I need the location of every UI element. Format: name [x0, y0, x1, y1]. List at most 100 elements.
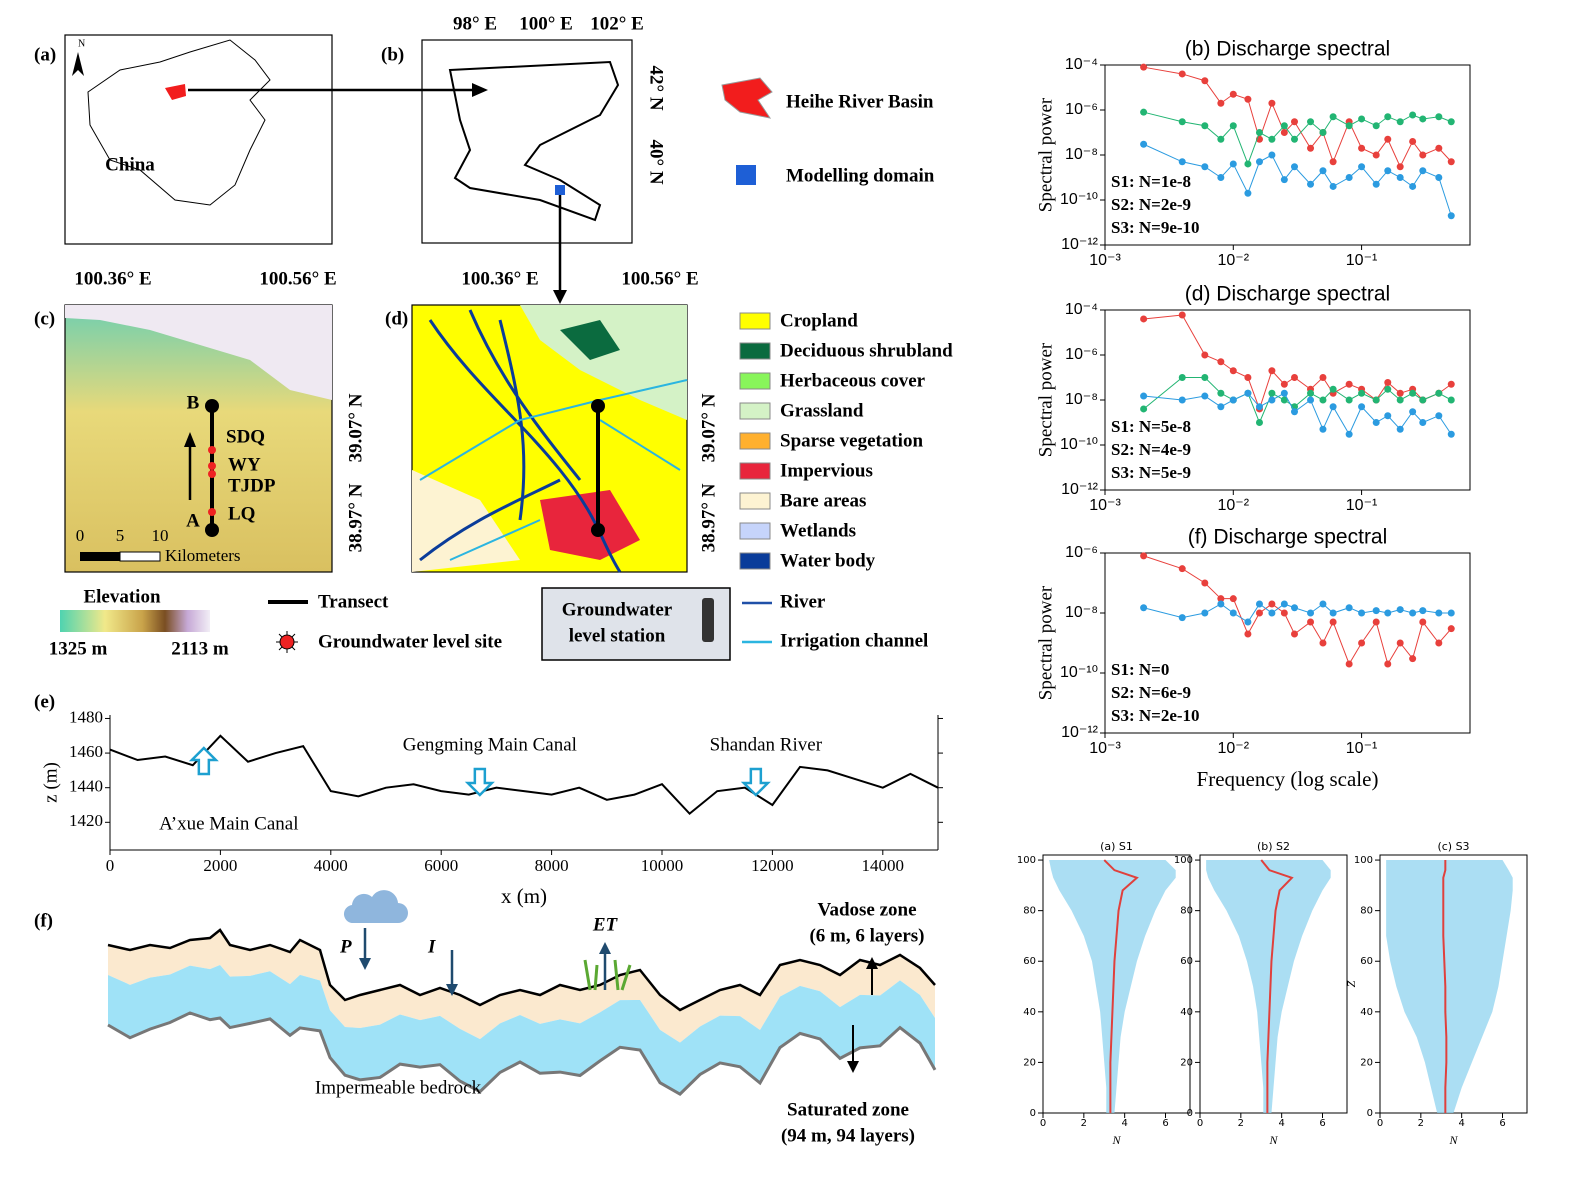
y-tick-label: 10⁻¹²: [1061, 236, 1099, 253]
grassland-area: [520, 305, 687, 420]
data-point: [1217, 174, 1225, 181]
data-point: [1244, 160, 1252, 168]
data-point: [1372, 396, 1380, 404]
data-point: [1409, 111, 1417, 119]
transect-end: [591, 399, 605, 413]
domain-marker: [555, 185, 565, 195]
bedrock-label: Impermeable bedrock: [315, 1077, 482, 1098]
flux-arrow-head: [446, 984, 458, 996]
data-point: [1419, 419, 1427, 426]
scale-label: 5: [116, 526, 125, 545]
x-tick-label: 10⁻²: [1218, 252, 1250, 269]
saturated-layer: [108, 964, 935, 1095]
y-tick-label: 40: [1360, 1007, 1373, 1018]
data-point: [1447, 625, 1455, 633]
data-point: [1140, 108, 1148, 116]
data-point: [1178, 311, 1186, 319]
y-tick-label: 10⁻¹⁰: [1060, 436, 1098, 453]
data-point: [1372, 618, 1380, 626]
data-point: [1291, 374, 1299, 381]
flux-label: ET: [592, 914, 619, 935]
data-line: [1143, 314, 1452, 411]
y-tick-label: 60: [1023, 956, 1036, 967]
data-point: [1140, 604, 1148, 612]
data-point: [1255, 403, 1263, 411]
data-point: [1345, 380, 1353, 388]
land-surface: [107, 928, 936, 1012]
legend-label: Water body: [780, 550, 876, 571]
y-tick-label: 10⁻⁴: [1065, 56, 1098, 73]
panel-label: (b): [381, 44, 404, 65]
y-tick-label: 10⁻⁴: [1065, 301, 1098, 318]
data-point: [1307, 180, 1315, 188]
elevation-max: 2113 m: [171, 638, 229, 659]
scale-label: 10: [152, 526, 169, 545]
data-point: [1280, 129, 1288, 136]
data-point: [1345, 122, 1353, 130]
data-point: [1140, 392, 1148, 400]
data-point: [1435, 639, 1443, 647]
y-tick-label: 80: [1360, 906, 1373, 917]
chart: 0 2000 4000 6000 8000 10000 12000 14000 1420 1440…: [34, 691, 943, 908]
data-point: [1435, 412, 1443, 420]
data-line: [109, 734, 939, 816]
y-tick-label: 80: [1023, 906, 1036, 917]
panel-label: (d): [385, 308, 408, 329]
north-label: N: [78, 38, 85, 49]
annotation-arrow: [188, 746, 219, 776]
data-point: [1217, 389, 1225, 397]
lat-label: 40° N: [646, 139, 667, 184]
data-point: [1409, 408, 1417, 416]
data-point: [1140, 140, 1148, 148]
scale-bar: [80, 552, 120, 561]
x-tick-label: 10⁻¹: [1346, 252, 1378, 269]
data-point: [1319, 374, 1327, 381]
data-point: [1201, 77, 1209, 85]
data-point: [1419, 115, 1427, 123]
scale-bar: [119, 551, 161, 562]
data-point: [1307, 144, 1315, 152]
data-line: [1143, 143, 1452, 216]
site: [208, 470, 216, 478]
data-point: [1291, 135, 1299, 143]
china-outline: [87, 39, 271, 206]
data-point: [1396, 174, 1404, 181]
lon-label: 100.56° E: [621, 268, 698, 289]
data-point: [1178, 158, 1186, 166]
data-point: [1409, 137, 1417, 145]
data-point: [1201, 122, 1209, 130]
legend-label: Deciduous shrubland: [780, 340, 953, 361]
x-tick-label: 8000: [535, 856, 569, 875]
y-axis-label: z (m): [40, 762, 61, 803]
y-tick-label: 100: [1354, 855, 1373, 866]
y-tick-label: 10⁻⁶: [1065, 101, 1098, 118]
data-point: [1447, 118, 1455, 126]
data-point: [1255, 609, 1263, 617]
shrub-area: [560, 320, 620, 360]
stat-note: S2: N=4e-9: [1111, 440, 1191, 459]
legend-swatch: [739, 372, 771, 390]
data-point: [1447, 609, 1455, 617]
data-point: [1268, 396, 1276, 404]
zone-label: Saturated zone: [787, 1099, 909, 1120]
x-tick-label: 4: [1458, 1118, 1464, 1129]
data-point: [1329, 609, 1337, 617]
legend-label: Irrigation channel: [780, 630, 928, 651]
data-point: [1255, 419, 1263, 426]
x-tick-label: 10⁻²: [1218, 740, 1250, 757]
y-tick-label: 10⁻¹²: [1061, 481, 1099, 498]
data-point: [1372, 607, 1380, 615]
scale-label: 0: [76, 526, 85, 545]
data-point: [1217, 403, 1225, 411]
annotation: Shandan River: [710, 734, 823, 755]
data-point: [1178, 614, 1186, 622]
data-point: [1280, 380, 1288, 388]
y-tick-label: 100: [1174, 855, 1193, 866]
data-point: [1217, 595, 1225, 603]
plot-frame: [1104, 552, 1471, 734]
zone-arrow-head: [847, 1061, 859, 1073]
data-point: [1419, 167, 1427, 175]
y-axis-label: Spectral power: [1035, 97, 1056, 212]
